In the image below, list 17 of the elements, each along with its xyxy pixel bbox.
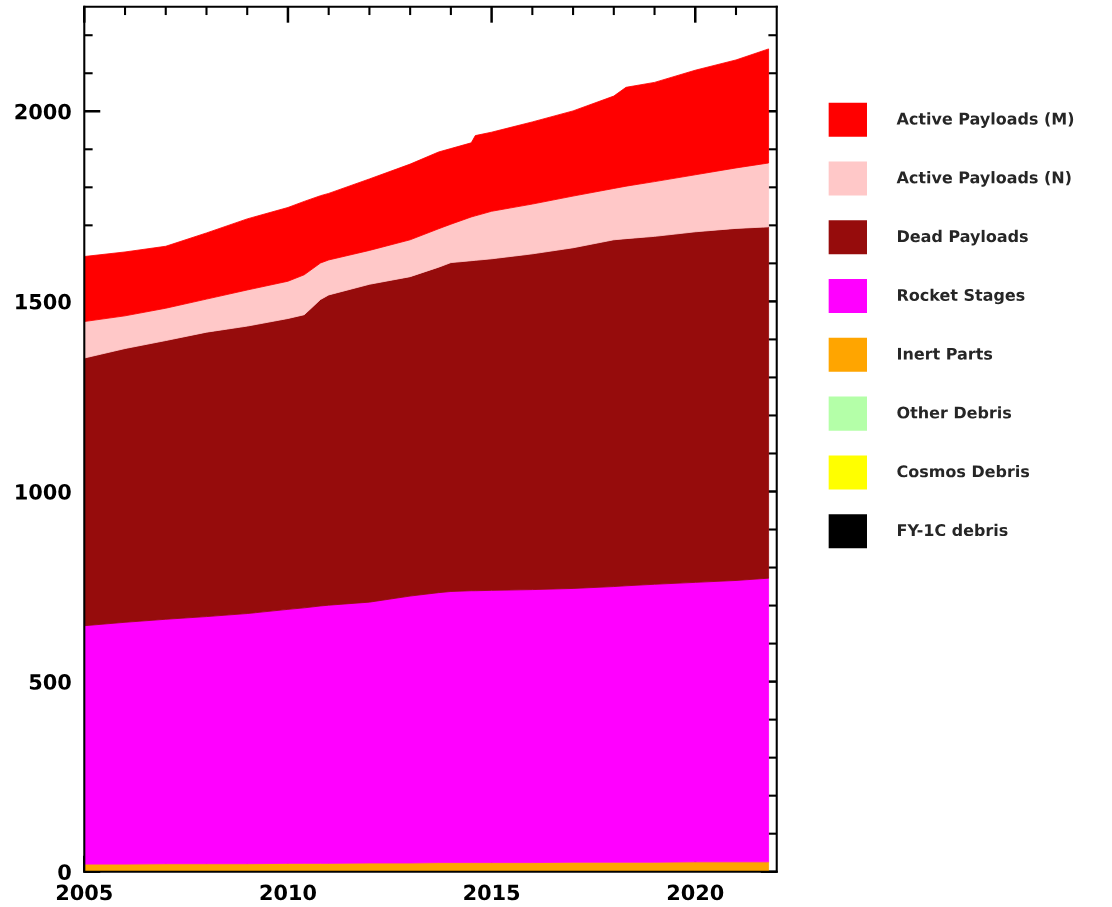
x-tick-label: 2020 xyxy=(667,884,724,901)
y-tick-label: 1500 xyxy=(16,293,71,310)
legend-label: Other Debris xyxy=(897,406,1012,419)
x-tick-label: 2010 xyxy=(260,884,316,901)
legend-label: Active Payloads (N) xyxy=(896,171,1071,187)
y-tick-label: 500 xyxy=(29,674,71,690)
x-tick-label: 2015 xyxy=(464,884,520,901)
legend-label: FY-1C debris xyxy=(898,523,1008,537)
y-tick-label: 2000 xyxy=(15,103,71,120)
legend-label: Inert Parts xyxy=(898,347,993,360)
legend-label: Dead Payloads xyxy=(898,229,1028,246)
y-tick-label: 0 xyxy=(58,864,71,880)
legend-label: Cosmos Debris xyxy=(897,464,1030,478)
y-tick-label: 1000 xyxy=(16,483,71,500)
x-tick-label: 2005 xyxy=(56,884,112,901)
legend-label: Active Payloads (M) xyxy=(896,112,1074,128)
legend-label: Rocket Stages xyxy=(898,288,1025,305)
